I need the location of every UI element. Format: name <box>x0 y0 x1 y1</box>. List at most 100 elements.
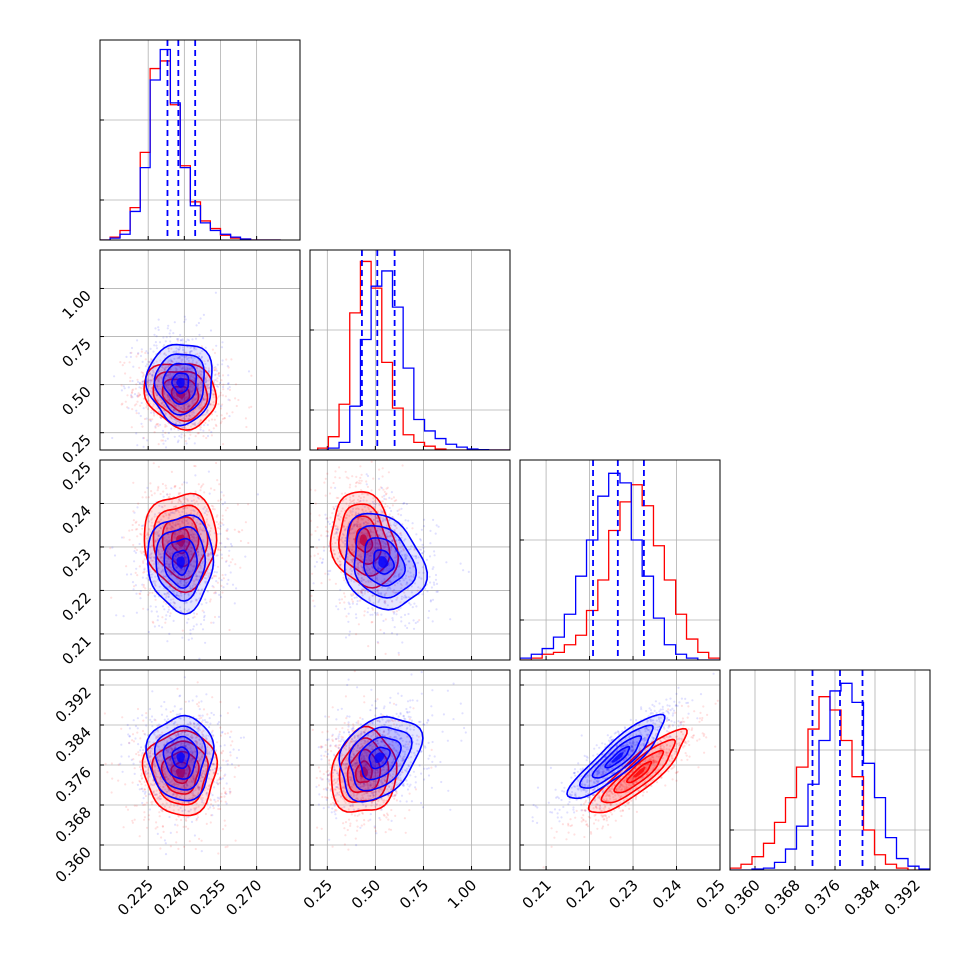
y-tick-label: 0.384 <box>52 723 95 766</box>
contour-series_a <box>353 524 418 599</box>
x-tick-label: 1.00 <box>444 876 480 912</box>
hist-series-a <box>730 682 930 870</box>
panel-frame <box>729 669 931 871</box>
y-tick-label: 0.25 <box>58 431 94 467</box>
contour-series_a <box>155 525 207 602</box>
panel-frame <box>99 459 301 661</box>
x-tick-label: 0.23 <box>606 876 642 912</box>
hist-panel-1 <box>309 249 511 451</box>
y-tick-label: 0.368 <box>52 803 95 846</box>
x-tick-label: 0.21 <box>519 876 555 912</box>
scatter-panel-3-2 <box>519 669 721 871</box>
density-fill-series_b <box>588 728 687 813</box>
y-tick-label: 0.24 <box>58 502 94 538</box>
hist-series-a <box>520 472 720 660</box>
density-peak-series_a <box>176 752 185 763</box>
y-tick-label: 0.23 <box>58 545 94 581</box>
x-tick-label: 0.368 <box>761 876 804 919</box>
density-peak-series_a <box>611 752 624 763</box>
hist-series-b <box>317 260 510 450</box>
contour-series_a <box>372 549 395 575</box>
panel-frame <box>309 669 511 871</box>
y-tick-label: 0.22 <box>58 589 94 625</box>
contour-series_a <box>566 713 666 800</box>
density-fill-series_b <box>601 739 676 803</box>
panel-frame <box>99 249 301 451</box>
scatter-panel-3-1 <box>309 669 511 871</box>
hist-series-b <box>730 696 930 870</box>
contour-series_b <box>613 749 665 794</box>
contour-series_a <box>344 512 429 611</box>
density-peak-series_a <box>176 556 185 569</box>
panel-frame <box>99 39 301 241</box>
panel-frame <box>309 459 511 661</box>
contour-series_b <box>600 738 677 804</box>
panel-frame <box>519 669 721 871</box>
hist-series-a <box>317 270 510 450</box>
hist-panel-3 <box>729 669 931 871</box>
contour-series_b <box>160 750 200 795</box>
x-tick-label: 0.75 <box>396 876 432 912</box>
contour-series_a <box>578 724 654 789</box>
x-tick-label: 0.24 <box>649 876 685 912</box>
contour-series_b <box>329 491 400 589</box>
contour-series_a <box>604 745 631 769</box>
x-tick-label: 0.25 <box>300 876 336 912</box>
y-tick-label: 0.360 <box>52 843 95 886</box>
contour-series_a <box>153 353 205 416</box>
x-tick-label: 0.270 <box>222 876 265 919</box>
hist-series-b <box>520 484 720 660</box>
hist-series-a <box>100 48 281 240</box>
panel-frame <box>519 459 721 661</box>
scatter-panel-1-0 <box>99 249 301 451</box>
contour-series_a <box>163 537 198 589</box>
hist-series-b <box>100 60 281 240</box>
contour-series_a <box>358 736 402 781</box>
contour-series_b <box>152 370 209 423</box>
contour-series_a <box>171 372 190 395</box>
y-tick-label: 0.75 <box>58 335 94 371</box>
y-tick-label: 0.50 <box>58 383 94 419</box>
contour-series_b <box>161 516 200 568</box>
y-tick-label: 0.376 <box>52 763 95 806</box>
x-tick-label: 0.392 <box>881 876 924 919</box>
contour-series_a <box>144 343 213 427</box>
density-peak-series_a <box>374 752 385 763</box>
x-tick-label: 0.255 <box>186 876 229 919</box>
scatter-panel-2-1 <box>309 459 511 661</box>
contour-series_a <box>171 549 190 577</box>
contour-series_a <box>162 735 199 780</box>
x-tick-label: 0.240 <box>150 876 193 919</box>
contour-series_a <box>146 514 215 615</box>
panel-frame <box>309 249 511 451</box>
scatter-points-series_a <box>111 470 259 660</box>
x-tick-label: 0.376 <box>801 876 844 919</box>
x-tick-label: 0.22 <box>562 876 598 912</box>
contour-series_b <box>330 725 398 813</box>
contour-series_a <box>363 537 406 587</box>
contour-series_b <box>161 378 200 414</box>
hist-panel-2 <box>519 459 721 661</box>
contour-series_a <box>154 725 207 791</box>
contour-series_b <box>170 761 191 785</box>
x-tick-label: 0.50 <box>348 876 384 912</box>
x-tick-label: 0.360 <box>721 876 764 919</box>
y-tick-label: 0.21 <box>58 632 94 668</box>
contour-series_a <box>368 746 391 770</box>
contour-series_b <box>337 503 391 577</box>
scatter-panel-3-0 <box>99 669 301 871</box>
contour-series_a <box>145 714 215 802</box>
contour-series_b <box>354 760 373 784</box>
contour-series_a <box>171 746 190 770</box>
contour-series_b <box>625 760 653 784</box>
hist-panel-0 <box>99 39 301 241</box>
contour-series_b <box>143 363 218 431</box>
density-peak-series_b <box>633 767 646 778</box>
contour-series_a <box>162 362 198 406</box>
scatter-panel-2-0 <box>99 459 301 661</box>
panel-frame <box>99 669 301 871</box>
y-tick-label: 0.25 <box>58 458 94 494</box>
contour-series_a <box>591 735 643 779</box>
y-tick-label: 0.392 <box>52 683 95 726</box>
